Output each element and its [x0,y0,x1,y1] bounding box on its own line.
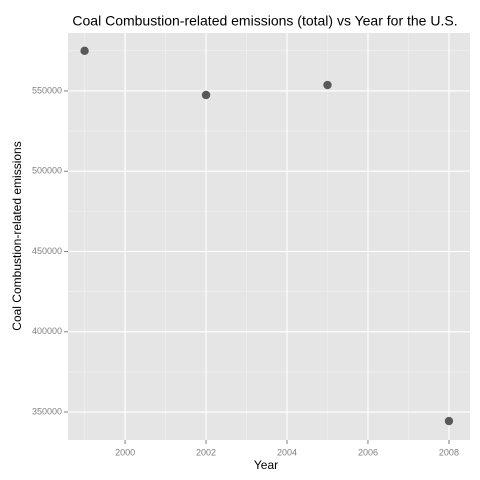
y-tick-label: 350000 [32,406,62,416]
y-axis-label: Coal Combustion-related emissions [10,141,24,330]
x-axis-label: Year [254,458,278,472]
x-tick-label: 2008 [439,447,459,457]
y-tick-label: 450000 [32,246,62,256]
x-tick-label: 2002 [196,447,216,457]
x-tick-label: 2006 [358,447,378,457]
y-tick-label: 550000 [32,85,62,95]
point [323,80,332,90]
x-tick-label: 2000 [115,447,135,457]
y-tick-label: 500000 [32,166,62,176]
point [80,46,89,56]
x-tick-label: 2004 [277,447,297,457]
chart-title: Coal Combustion-related emissions (total… [72,13,457,29]
panel [68,33,470,440]
y-tick-label: 400000 [32,326,62,336]
point [201,90,211,100]
point [444,416,454,426]
